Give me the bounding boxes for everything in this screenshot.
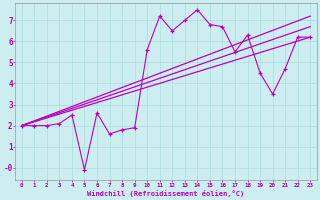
X-axis label: Windchill (Refroidissement éolien,°C): Windchill (Refroidissement éolien,°C) (87, 190, 244, 197)
